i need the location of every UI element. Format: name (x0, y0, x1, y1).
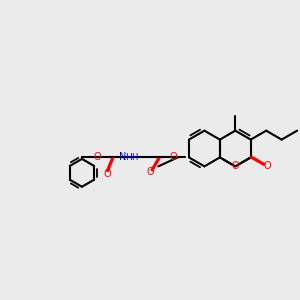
Text: H: H (131, 153, 137, 162)
Text: O: O (264, 161, 272, 172)
Text: O: O (170, 152, 178, 162)
Text: O: O (232, 161, 239, 171)
Text: H: H (125, 153, 132, 162)
Text: O: O (93, 152, 101, 162)
Text: N: N (118, 152, 126, 162)
Text: O: O (103, 169, 111, 179)
Text: O: O (146, 167, 154, 177)
